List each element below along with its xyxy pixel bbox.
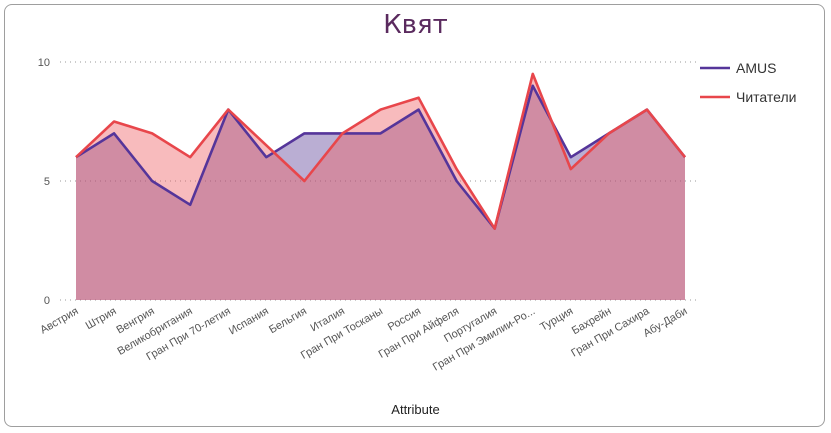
x-tick-label: Испания [227, 305, 271, 337]
chart-frame [4, 4, 825, 427]
legend-label: Читатели [736, 89, 796, 105]
y-tick-label: 5 [44, 176, 50, 188]
x-tick-label: Абу-Даби [641, 305, 689, 340]
y-tick-label: 0 [44, 295, 50, 307]
series-area-0 [76, 85, 685, 300]
series-area-1 [76, 73, 685, 301]
x-tick-label: Бельгия [267, 305, 309, 336]
x-axis-label: Attribute [391, 402, 440, 417]
x-tick-label: Штрия [84, 305, 119, 332]
y-tick-label: 10 [38, 57, 50, 69]
legend-label: AMUS [736, 60, 776, 76]
chart-title: Квят [383, 10, 448, 40]
x-tick-label: Турция [538, 305, 575, 333]
x-tick-label: Австрия [38, 305, 80, 336]
